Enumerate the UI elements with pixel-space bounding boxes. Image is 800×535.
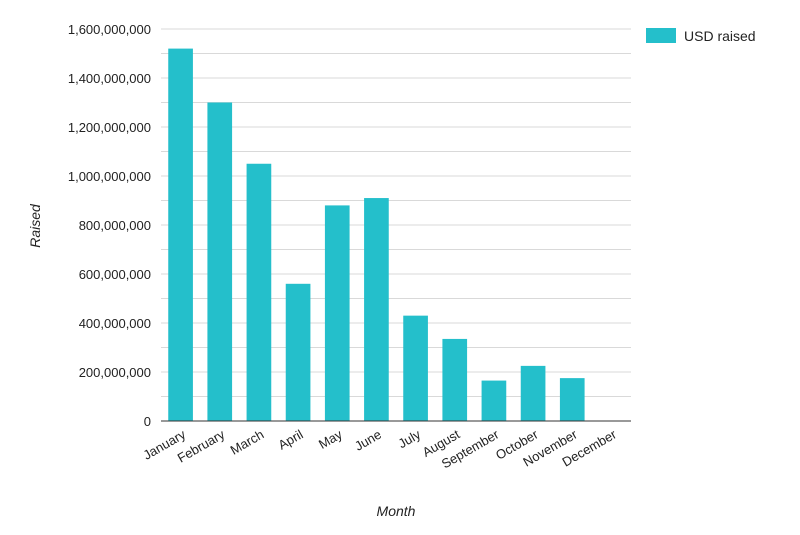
x-tick-label: June bbox=[352, 427, 384, 454]
bar-april bbox=[285, 283, 311, 421]
y-tick-label: 1,400,000,000 bbox=[68, 71, 151, 86]
bar-march bbox=[246, 163, 272, 421]
bar-june bbox=[364, 198, 389, 421]
y-tick-label: 0 bbox=[144, 414, 151, 429]
bar-july bbox=[403, 315, 428, 421]
gridlines bbox=[161, 28, 631, 397]
y-tick-label: 1,600,000,000 bbox=[68, 22, 151, 37]
legend-swatch bbox=[646, 28, 676, 43]
y-tick-label: 600,000,000 bbox=[79, 267, 151, 282]
y-axis-title: Raised bbox=[27, 203, 43, 248]
x-axis-title: Month bbox=[377, 503, 416, 519]
bar-september bbox=[481, 380, 507, 421]
legend-label: USD raised bbox=[684, 28, 756, 44]
bar-november bbox=[559, 378, 585, 421]
y-tick-labels: 0 200,000,000 400,000,000 600,000,000 800,00… bbox=[68, 22, 151, 429]
y-tick-label: 1,200,000,000 bbox=[68, 120, 151, 135]
y-tick-label: 200,000,000 bbox=[79, 365, 151, 380]
bar-february bbox=[207, 102, 233, 421]
bar-august bbox=[442, 338, 468, 421]
bars bbox=[168, 48, 585, 421]
legend: USD raised bbox=[646, 28, 756, 44]
y-tick-label: 1,000,000,000 bbox=[68, 169, 151, 184]
x-tick-label: March bbox=[228, 427, 267, 458]
y-tick-label: 800,000,000 bbox=[79, 218, 151, 233]
x-tick-label: May bbox=[316, 426, 345, 452]
y-tick-label: 400,000,000 bbox=[79, 316, 151, 331]
x-tick-label: April bbox=[276, 427, 306, 453]
bar-october bbox=[520, 365, 546, 421]
bar-january bbox=[168, 48, 193, 421]
bar-may bbox=[324, 205, 350, 421]
